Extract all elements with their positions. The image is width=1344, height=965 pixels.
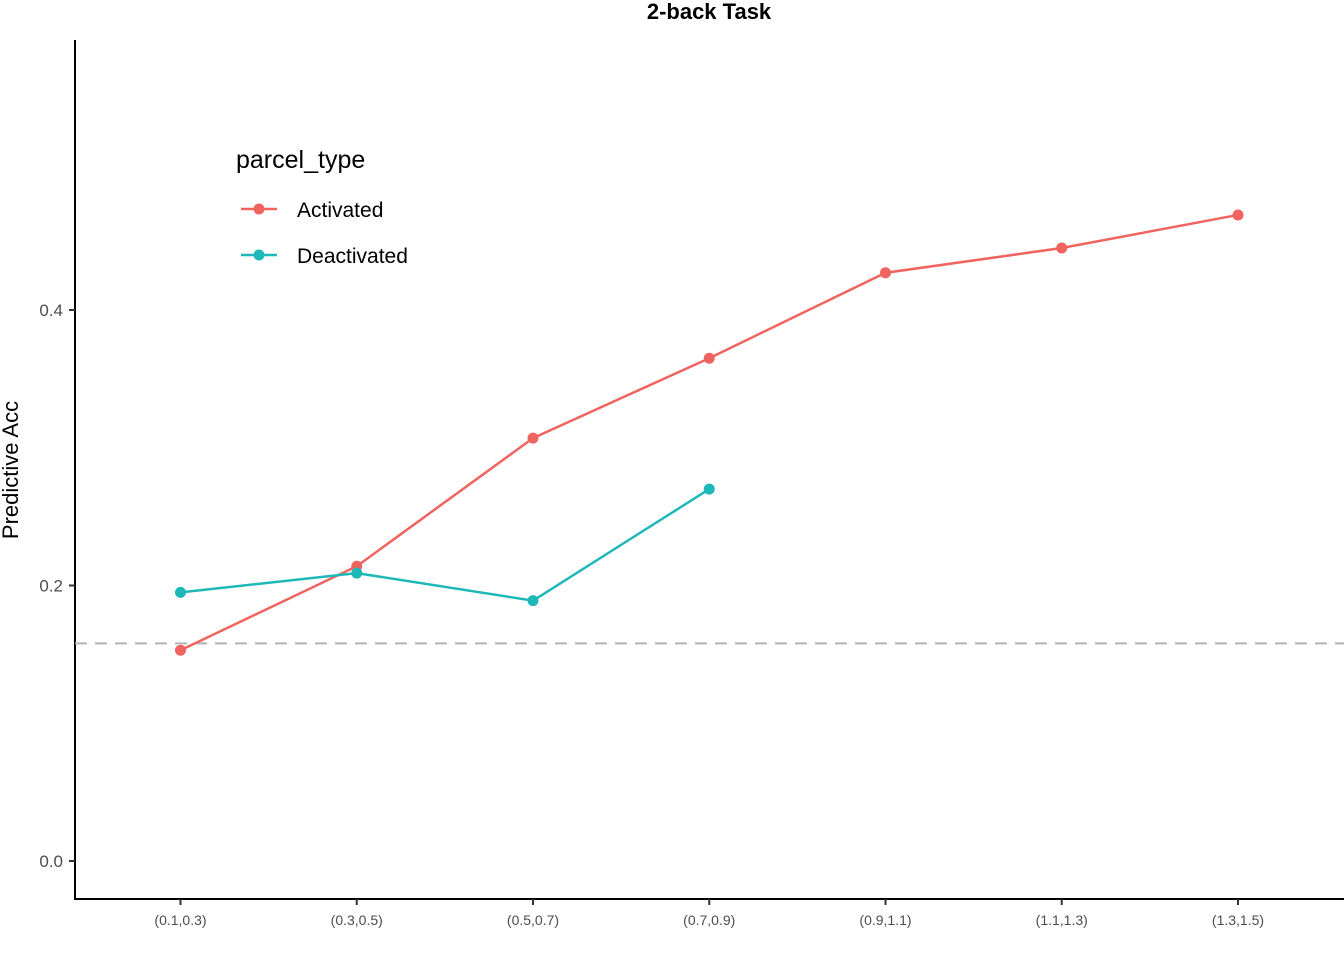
data-point-activated — [1056, 242, 1068, 254]
legend-label-deactivated: Deactivated — [297, 245, 408, 268]
y-tick-label: 0.4 — [39, 301, 63, 320]
data-point-deactivated — [351, 567, 363, 579]
series-line-activated — [179, 213, 1239, 652]
data-point-activated — [175, 644, 186, 656]
x-tick-label: (0.5,0.7) — [507, 912, 559, 928]
data-point-activated — [703, 352, 715, 364]
data-point-activated — [1232, 209, 1244, 221]
y-axis-label: Predictive Acc — [0, 401, 23, 539]
data-point-deactivated — [175, 586, 186, 598]
legend-title: parcel_type — [236, 146, 365, 174]
data-point-deactivated — [527, 595, 539, 607]
y-tick-label: 0.2 — [39, 577, 63, 596]
series-line-deactivated — [180, 488, 710, 602]
legend: parcel_type Activated Deactivated — [236, 146, 408, 268]
data-point-activated — [527, 432, 539, 444]
x-tick-label: (1.3,1.5) — [1212, 912, 1264, 928]
x-tick-label: (0.1,0.3) — [154, 912, 206, 928]
data-point-activated — [880, 267, 891, 279]
x-tick-label: (0.3,0.5) — [331, 912, 383, 928]
x-tick-label: (0.7,0.9) — [683, 912, 735, 928]
legend-key-deactivated-point — [253, 249, 265, 261]
x-ticks: (0.1,0.3) (0.3,0.5) (0.5,0.7) (0.7,0.9) (0.9… — [154, 899, 1264, 928]
x-tick-label: (1.1,1.3) — [1036, 912, 1088, 928]
y-tick-label: 0.0 — [39, 852, 63, 871]
chart-title: 2-back Task — [647, 0, 772, 24]
x-tick-label: (0.9,1.1) — [859, 912, 911, 928]
legend-label-activated: Activated — [297, 199, 383, 222]
legend-key-activated-point — [253, 203, 265, 215]
data-point-deactivated — [703, 483, 715, 495]
series-layer — [175, 209, 1244, 656]
series-activated — [175, 209, 1244, 656]
y-ticks: 0.0 0.2 0.4 — [39, 301, 75, 871]
series-deactivated — [175, 483, 715, 607]
